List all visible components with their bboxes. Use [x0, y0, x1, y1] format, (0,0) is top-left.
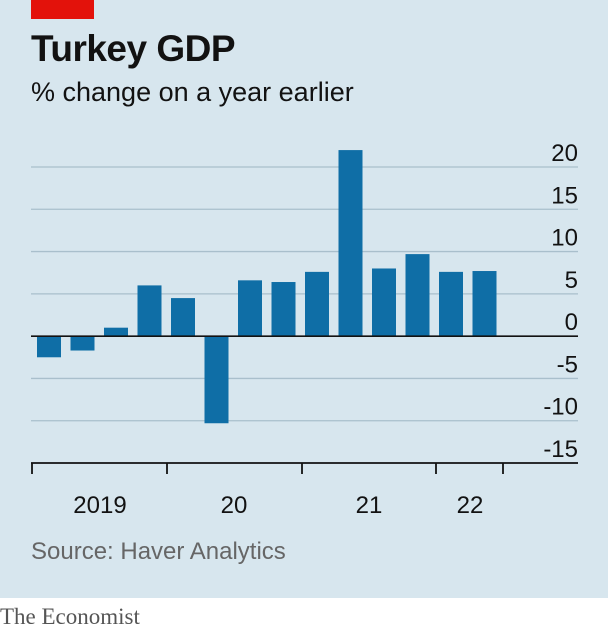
bar — [137, 285, 162, 337]
brand-red-tag — [31, 0, 94, 19]
chart-subtitle: % change on a year earlier — [31, 77, 354, 107]
y-tick-label: -5 — [557, 351, 578, 378]
y-tick-label: 15 — [551, 182, 578, 209]
y-tick-label: 20 — [551, 140, 578, 167]
bar — [439, 271, 463, 337]
bar — [238, 280, 262, 337]
bar — [305, 271, 329, 337]
bar — [372, 268, 396, 337]
bar — [204, 336, 229, 424]
bar — [104, 327, 128, 337]
x-tick-label: 22 — [457, 492, 484, 519]
bar — [472, 271, 497, 337]
bar — [405, 254, 430, 337]
y-tick-label: -10 — [543, 394, 578, 421]
bar — [338, 150, 363, 337]
bar — [37, 336, 61, 358]
y-tick-label: -15 — [543, 436, 578, 463]
y-tick-label: 10 — [551, 225, 578, 252]
bar — [70, 336, 95, 351]
x-tick-label: 2019 — [73, 492, 126, 519]
chart-title: Turkey GDP — [31, 28, 236, 69]
source-note: Source: Haver Analytics — [31, 538, 286, 565]
bar — [271, 282, 296, 337]
publisher-logo: The Economist — [0, 604, 140, 629]
x-tick-label: 21 — [356, 492, 383, 519]
bar — [171, 298, 195, 337]
bar-chart: 20 15 10 5 0 -5 -10 -15 2019 20 21 22 — [31, 140, 578, 519]
chart-panel — [0, 0, 608, 598]
y-tick-label: 5 — [565, 267, 578, 294]
y-tick-label: 0 — [565, 309, 578, 336]
x-tick-label: 20 — [221, 492, 248, 519]
